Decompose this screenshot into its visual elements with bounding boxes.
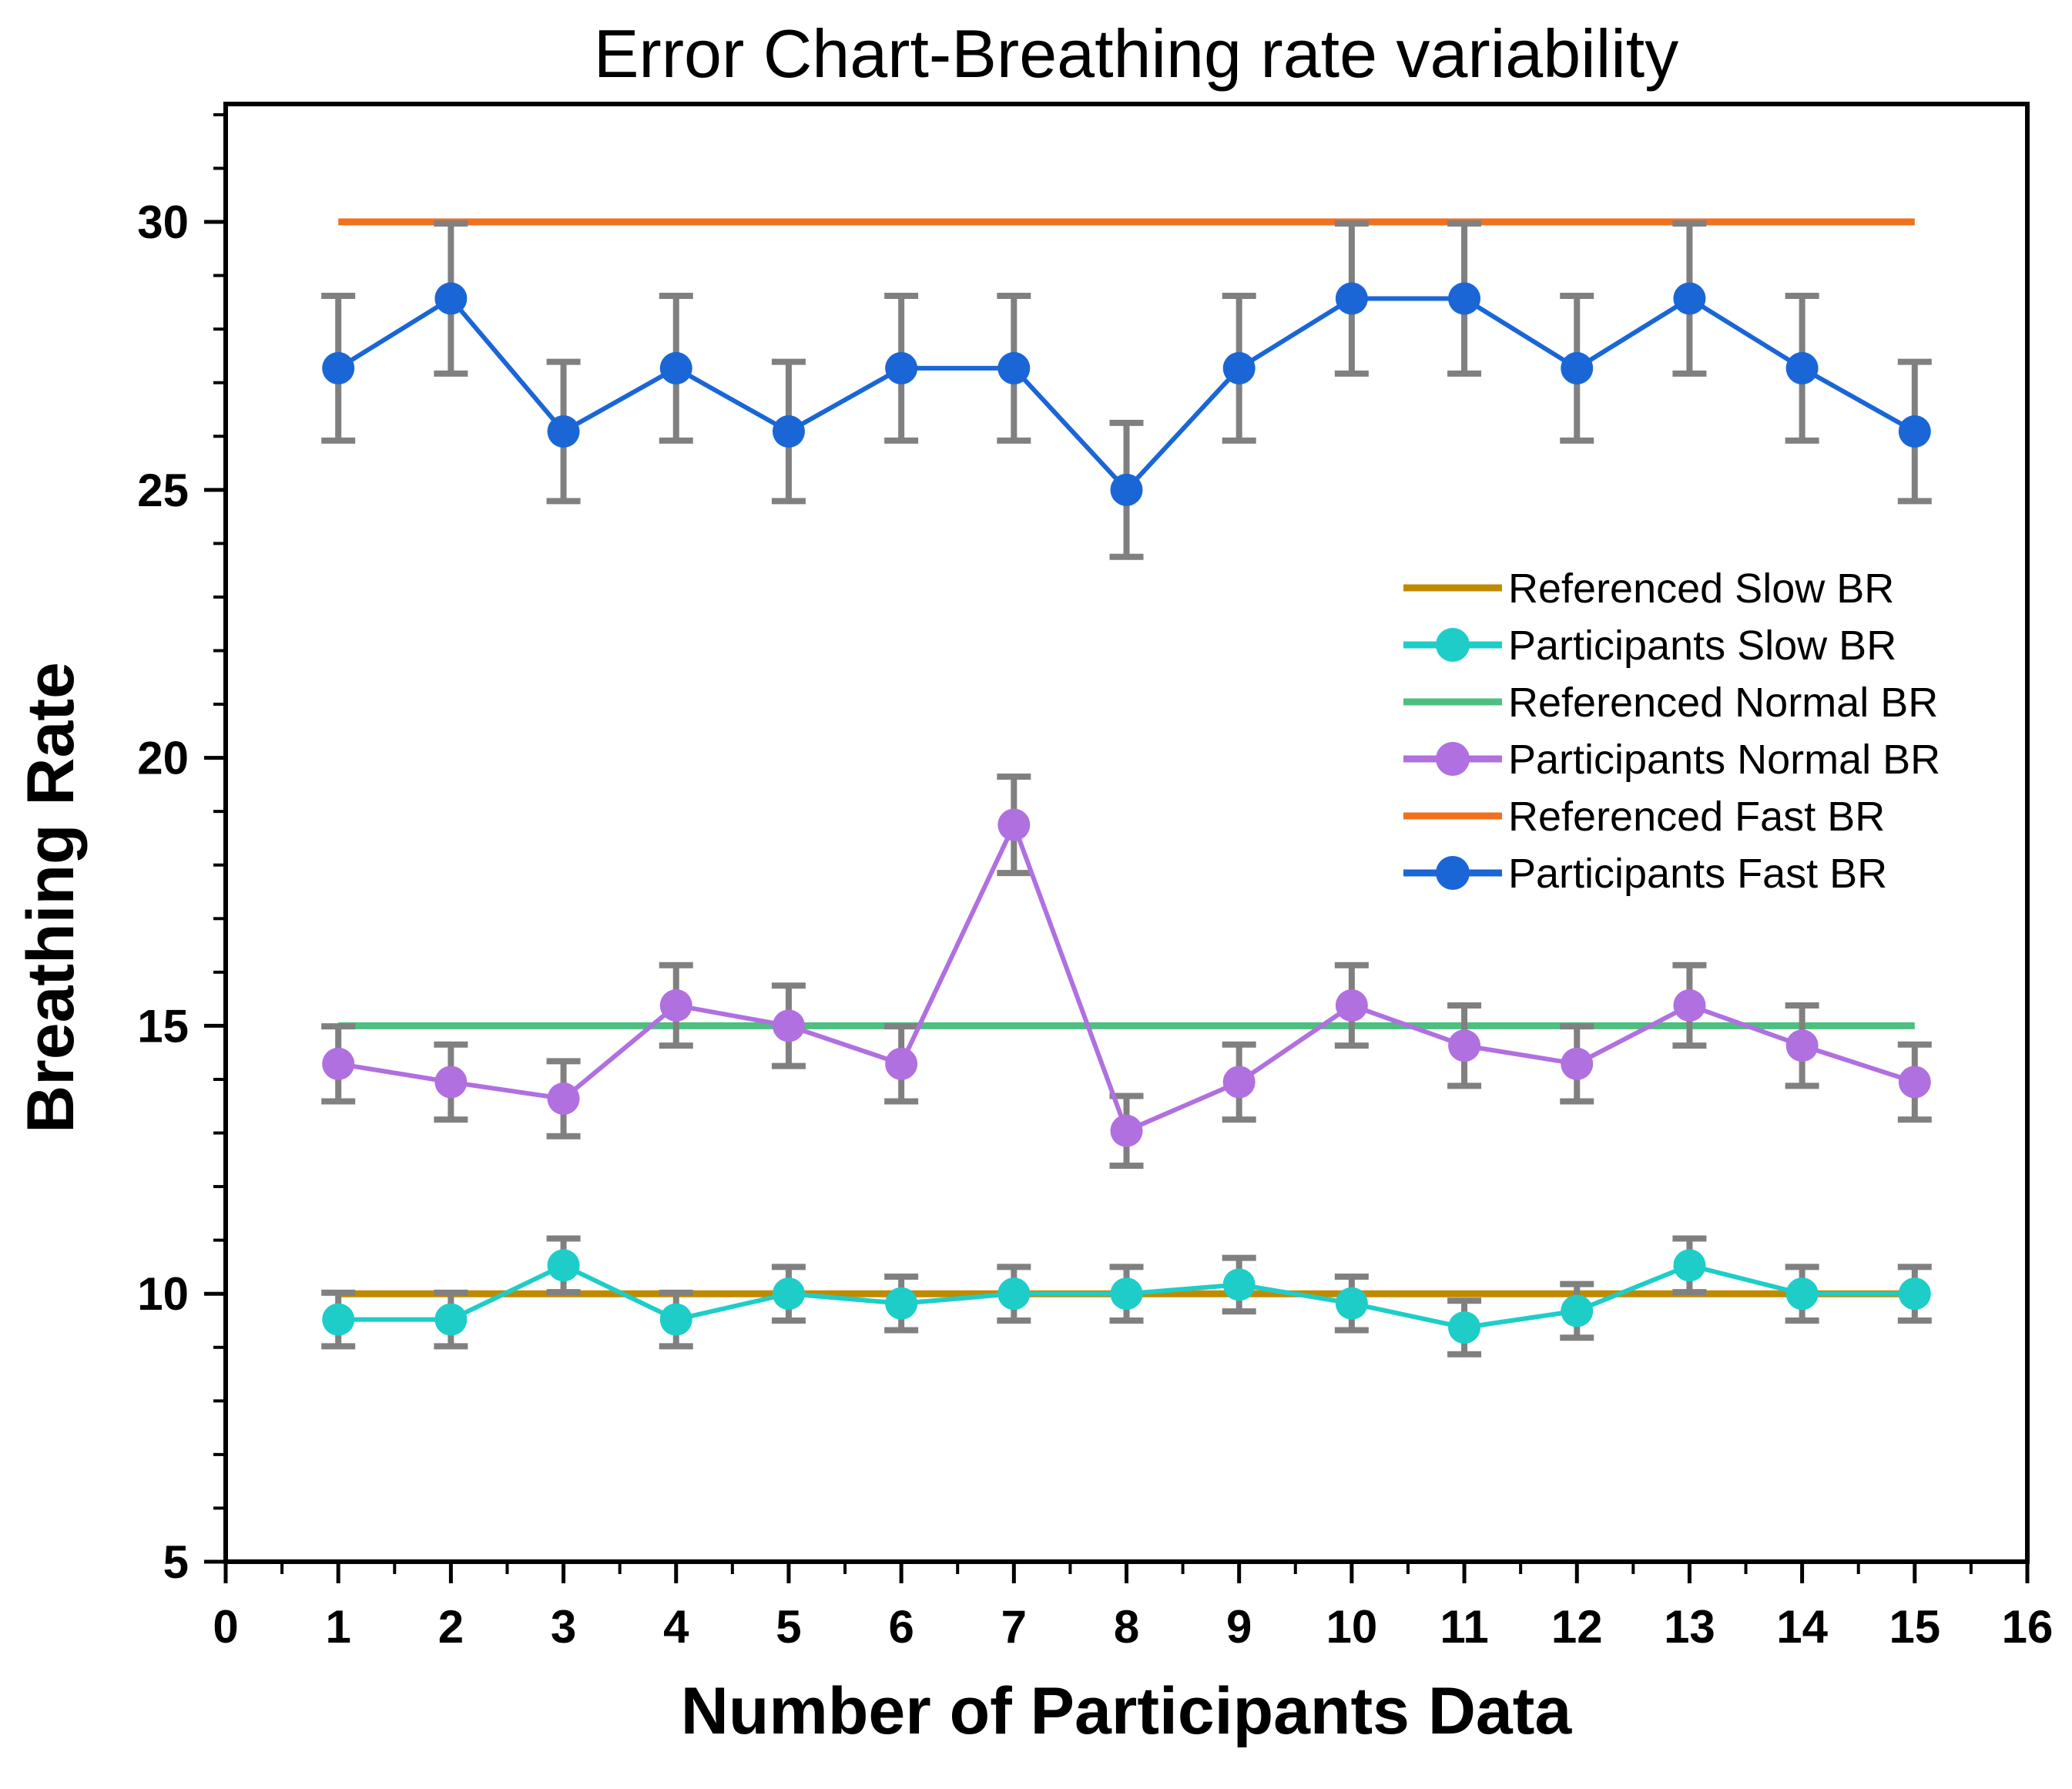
series-point-2-3	[659, 351, 692, 384]
series-point-0-11	[1561, 1294, 1594, 1327]
series-point-0-0	[322, 1303, 355, 1336]
x-tick-label-5: 5	[776, 1601, 801, 1653]
x-tick-label-12: 12	[1551, 1601, 1603, 1653]
y-tick-label-0: 5	[163, 1536, 189, 1588]
y-tick-label-1: 10	[137, 1268, 189, 1320]
x-axis-label: Number of Participants Data	[681, 1674, 1573, 1748]
series-point-0-7	[1110, 1277, 1143, 1311]
series-point-2-13	[1785, 351, 1819, 384]
chart-title: Error Chart-Breathing rate variability	[594, 15, 1679, 92]
series-point-2-14	[1898, 415, 1931, 448]
series-point-2-9	[1335, 282, 1368, 315]
x-tick-label-8: 8	[1114, 1601, 1139, 1653]
series-point-1-9	[1335, 988, 1368, 1022]
series-point-0-5	[885, 1287, 918, 1320]
x-tick-label-13: 13	[1664, 1601, 1715, 1653]
x-tick-label-15: 15	[1889, 1601, 1940, 1653]
series-point-2-8	[1222, 351, 1256, 384]
series-point-0-3	[659, 1303, 692, 1336]
legend-label-4: Referenced Fast BR	[1508, 794, 1885, 840]
series-point-0-9	[1335, 1287, 1368, 1320]
x-tick-label-16: 16	[2002, 1601, 2054, 1653]
series-point-0-13	[1785, 1277, 1819, 1311]
legend: Referenced Slow BR Participants Slow BR Re…	[1403, 566, 1940, 897]
legend-label-2: Referenced Normal BR	[1508, 680, 1938, 726]
series-point-1-2	[547, 1082, 580, 1116]
y-tick-label-3: 20	[137, 733, 189, 784]
series-point-1-11	[1561, 1047, 1594, 1080]
series-point-0-8	[1222, 1268, 1256, 1301]
series-point-1-5	[885, 1047, 918, 1080]
legend-marker-3	[1436, 742, 1470, 776]
series-point-1-4	[772, 1009, 805, 1042]
series-point-1-1	[434, 1066, 468, 1099]
series-point-1-14	[1898, 1066, 1931, 1099]
series-point-1-8	[1222, 1066, 1256, 1099]
series-point-2-4	[772, 415, 805, 448]
x-tick-label-11: 11	[1440, 1601, 1488, 1653]
series-point-2-11	[1561, 351, 1594, 384]
series-point-1-10	[1448, 1029, 1481, 1062]
series-point-0-1	[434, 1303, 468, 1336]
series-point-2-2	[547, 415, 580, 448]
x-tick-label-1: 1	[326, 1601, 351, 1653]
legend-label-5: Participants Fast BR	[1508, 851, 1887, 897]
legend-marker-1	[1436, 628, 1470, 662]
series-point-2-12	[1673, 282, 1706, 315]
series-point-1-13	[1785, 1029, 1819, 1062]
x-tick-label-4: 4	[663, 1601, 689, 1653]
plot-area	[321, 218, 1932, 1358]
x-tick-label-9: 9	[1226, 1601, 1252, 1653]
x-tick-label-3: 3	[551, 1601, 576, 1653]
x-tick-label-2: 2	[438, 1601, 464, 1653]
series-point-2-0	[322, 351, 355, 384]
series-point-2-10	[1448, 282, 1481, 315]
series-point-1-0	[322, 1047, 355, 1080]
x-tick-label-6: 6	[888, 1601, 914, 1653]
y-tick-label-4: 25	[137, 465, 189, 516]
series-point-0-12	[1673, 1249, 1706, 1282]
series-point-2-5	[885, 351, 918, 384]
series-point-1-3	[659, 988, 692, 1022]
series-point-0-4	[772, 1277, 805, 1311]
y-axis-label: Breathing Rate	[14, 662, 88, 1133]
y-tick-label-5: 30	[137, 196, 189, 248]
series-point-2-1	[434, 282, 468, 315]
series-point-0-6	[997, 1277, 1031, 1311]
legend-label-1: Participants Slow BR	[1508, 623, 1896, 669]
series-point-0-10	[1448, 1311, 1481, 1344]
series-point-1-7	[1110, 1114, 1143, 1147]
series-point-0-14	[1898, 1277, 1931, 1311]
legend-marker-5	[1436, 856, 1470, 890]
series-point-1-6	[997, 808, 1031, 841]
x-tick-label-10: 10	[1326, 1601, 1378, 1653]
series-point-2-7	[1110, 473, 1143, 506]
y-tick-label-2: 15	[137, 1000, 189, 1052]
x-tick-label-7: 7	[1001, 1601, 1027, 1653]
series-point-1-12	[1673, 988, 1706, 1022]
series-point-2-6	[997, 351, 1031, 384]
x-tick-label-14: 14	[1776, 1601, 1828, 1653]
legend-label-0: Referenced Slow BR	[1508, 566, 1894, 612]
x-tick-label-0: 0	[213, 1601, 238, 1653]
series-point-0-2	[547, 1249, 580, 1282]
legend-label-3: Participants Normal BR	[1508, 737, 1940, 783]
